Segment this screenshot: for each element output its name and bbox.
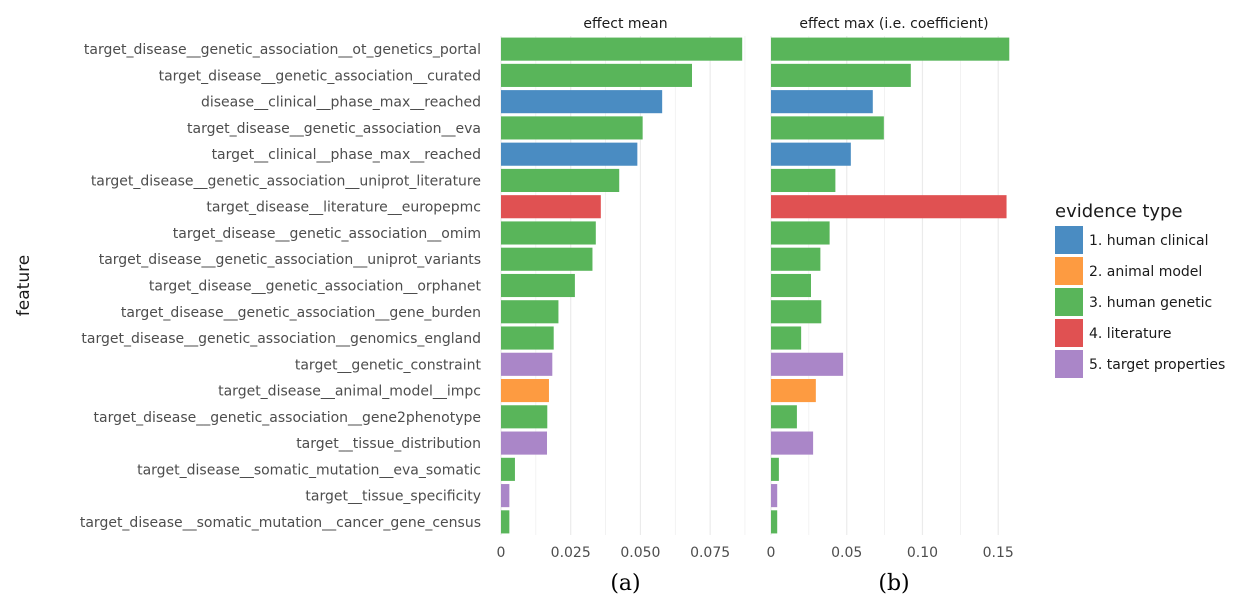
- bar: [501, 37, 743, 61]
- bar: [501, 457, 515, 481]
- bar: [501, 116, 643, 140]
- legend-swatch: [1055, 319, 1083, 347]
- bar: [501, 352, 553, 376]
- x-tick-label: 0.075: [690, 545, 730, 561]
- feature-label: target__tissue_specificity: [305, 489, 481, 505]
- panel-title: effect max (i.e. coefficient): [799, 16, 988, 32]
- legend-title: evidence type: [1055, 201, 1183, 222]
- bar: [501, 247, 593, 271]
- panel-sublabel: (b): [878, 571, 909, 596]
- bar: [771, 247, 821, 271]
- legend-swatch: [1055, 257, 1083, 285]
- legend-label: 4. literature: [1089, 326, 1171, 342]
- bar: [501, 63, 693, 87]
- bar: [771, 484, 778, 508]
- y-axis-title: feature: [14, 255, 34, 316]
- bar: [771, 195, 1007, 219]
- bar: [771, 168, 836, 193]
- feature-label: target_disease__animal_model__impc: [218, 384, 481, 400]
- feature-label: target__genetic_constraint: [295, 357, 482, 373]
- feature-label: target_disease__genetic_association__gen…: [81, 331, 481, 347]
- bar: [501, 168, 620, 193]
- bar: [501, 300, 559, 324]
- bar: [771, 378, 816, 403]
- bar: [501, 273, 575, 298]
- feature-label: target_disease__genetic_association__cur…: [159, 68, 481, 84]
- bar: [501, 326, 554, 350]
- bar: [771, 300, 822, 324]
- feature-label: disease__clinical__phase_max__reached: [201, 95, 481, 111]
- feature-label: target_disease__genetic_association__eva: [187, 121, 481, 137]
- panel-sublabel: (a): [610, 571, 640, 596]
- feature-label: target_disease__genetic_association__gen…: [94, 410, 482, 426]
- legend-swatch: [1055, 226, 1083, 254]
- feature-label: target_disease__genetic_association__uni…: [91, 173, 481, 189]
- feature-label: target_disease__genetic_association__orp…: [149, 279, 482, 295]
- bar: [771, 221, 830, 245]
- bar: [501, 221, 596, 245]
- bar: [501, 405, 548, 429]
- legend-label: 1. human clinical: [1089, 233, 1209, 249]
- bar: [771, 63, 911, 87]
- feature-label: target_disease__literature__europepmc: [206, 200, 481, 216]
- legend-label: 2. animal model: [1089, 264, 1202, 280]
- bar: [771, 90, 873, 114]
- legend-label: 5. target properties: [1089, 357, 1225, 373]
- x-tick-label: 0.050: [620, 545, 660, 561]
- x-tick-label: 0.10: [907, 545, 938, 561]
- bar: [501, 484, 510, 508]
- feature-label: target__clinical__phase_max__reached: [212, 147, 481, 163]
- feature-label: target_disease__genetic_association__ot_…: [84, 42, 481, 58]
- bar: [501, 195, 601, 219]
- bar: [771, 116, 884, 140]
- bar: [771, 431, 814, 455]
- bar: [771, 457, 779, 481]
- bar: [501, 431, 548, 455]
- feature-label: target_disease__genetic_association__uni…: [99, 252, 481, 268]
- bar: [501, 90, 663, 114]
- x-tick-label: 0: [767, 545, 776, 561]
- bar: [501, 378, 549, 403]
- bar: [501, 142, 638, 166]
- feature-label: target__tissue_distribution: [296, 436, 481, 452]
- x-tick-label: 0.15: [983, 545, 1014, 561]
- bar: [771, 510, 778, 534]
- x-tick-label: 0: [497, 545, 506, 561]
- bar: [771, 326, 802, 350]
- bar: [771, 273, 811, 298]
- feature-label: target_disease__genetic_association__omi…: [173, 226, 481, 242]
- legend-label: 3. human genetic: [1089, 295, 1212, 311]
- legend-swatch: [1055, 288, 1083, 316]
- bar: [771, 405, 797, 429]
- bar: [501, 510, 510, 534]
- bar: [771, 37, 1010, 61]
- legend-swatch: [1055, 350, 1083, 378]
- feature-label: target_disease__somatic_mutation__cancer…: [80, 515, 481, 531]
- feature-label: target_disease__somatic_mutation__eva_so…: [137, 462, 481, 478]
- bar: [771, 352, 844, 376]
- x-tick-label: 0.05: [831, 545, 862, 561]
- feature-label: target_disease__genetic_association__gen…: [121, 305, 481, 321]
- panel-title: effect mean: [583, 16, 667, 32]
- x-tick-label: 0.025: [551, 545, 591, 561]
- bar: [771, 142, 851, 166]
